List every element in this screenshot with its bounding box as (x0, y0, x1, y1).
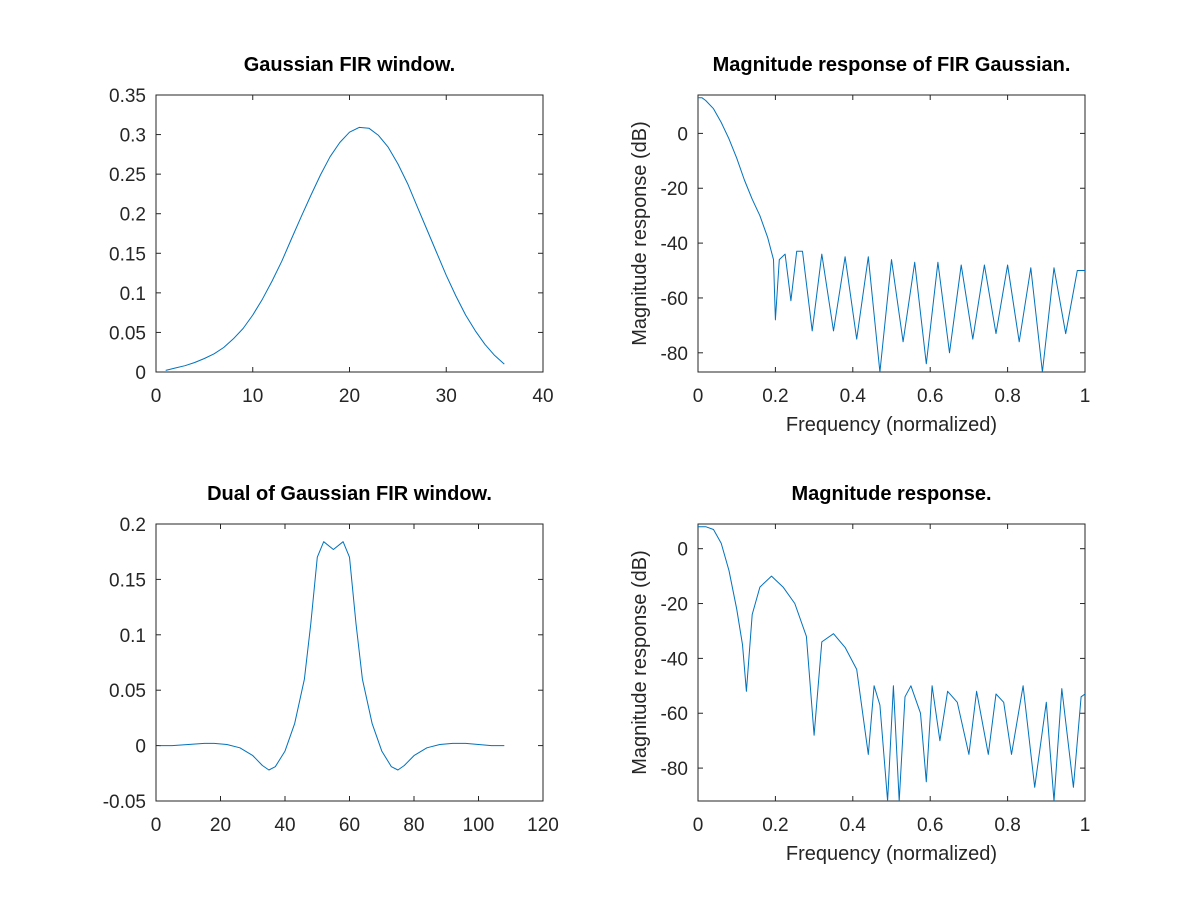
y-tick-label: -60 (661, 289, 688, 310)
y-tick-label: -80 (661, 759, 688, 780)
x-tick-label: 0.4 (840, 815, 867, 836)
axes-box (155, 523, 544, 802)
x-tick-label: 0 (693, 815, 704, 836)
x-tick-label: 0.2 (762, 815, 788, 836)
y-tick-label: 0.25 (109, 165, 146, 186)
x-tick-label: 30 (436, 386, 457, 407)
x-tick-label: 0 (151, 386, 162, 407)
x-tick-label: 0.6 (917, 815, 943, 836)
x-tick-label: 20 (210, 815, 231, 836)
series-line (698, 526, 1085, 801)
x-tick-label: 40 (274, 815, 295, 836)
series-line (698, 97, 1085, 372)
y-tick-label: -80 (661, 344, 688, 365)
y-tick-label: 0.2 (120, 205, 146, 226)
y-tick-label: -40 (661, 234, 688, 255)
subplot-4: 0 0.2 0.4 0.6 0.8 1 0 -20 -40 -60 -80 Magnitude res… (629, 483, 1090, 865)
x-tick-label: 0.6 (917, 386, 943, 407)
y-tick-label: 0.1 (120, 626, 146, 647)
chart-title: Dual of Gaussian FIR window. (207, 483, 492, 505)
y-tick-label: -20 (661, 595, 688, 616)
y-tick-label: 0 (135, 737, 146, 758)
x-tick-label: 80 (403, 815, 424, 836)
y-tick-label: -20 (661, 179, 688, 200)
x-tick-label: 20 (339, 386, 360, 407)
x-tick-label: 0 (693, 386, 704, 407)
y-tick-label: 0.05 (109, 681, 146, 702)
y-tick-label: -40 (661, 649, 688, 670)
y-tick-label: 0.3 (120, 126, 146, 147)
x-axis-label: Frequency (normalized) (786, 843, 997, 865)
y-tick-label: 0 (135, 363, 146, 384)
chart-title: Gaussian FIR window. (244, 54, 456, 76)
y-tick-label: 0 (677, 124, 688, 145)
subplot-1: 0 10 20 30 40 0 0.05 0.1 0.15 0.2 0.25 0.3 0.35 Gauss… (109, 54, 554, 407)
axes-box (697, 523, 1086, 802)
x-tick-label: 0 (151, 815, 162, 836)
x-tick-label: 0.8 (994, 386, 1020, 407)
subplot-3: 0 20 40 60 80 100 120-0.0500.050.10.150.2Dual … (103, 483, 559, 836)
chart-title: Magnitude response. (791, 483, 991, 505)
x-tick-label: 0.4 (840, 386, 867, 407)
axes-box (697, 94, 1086, 373)
x-tick-label: 100 (463, 815, 495, 836)
x-tick-label: 120 (527, 815, 559, 836)
y-tick-label: 0.15 (109, 244, 146, 265)
x-tick-label: 1 (1080, 386, 1091, 407)
y-tick-label: -60 (661, 704, 688, 725)
x-tick-label: 10 (242, 386, 263, 407)
y-tick-label: 0 (677, 540, 688, 561)
x-tick-label: 0.8 (994, 815, 1020, 836)
series-line (165, 126, 505, 371)
y-tick-label: 0.1 (120, 284, 146, 305)
y-tick-label: 0.05 (109, 323, 146, 344)
y-tick-label: 0.35 (109, 86, 146, 107)
x-tick-label: 40 (532, 386, 553, 407)
x-tick-label: 60 (339, 815, 360, 836)
y-tick-label: 0.2 (120, 515, 146, 536)
x-tick-label: 1 (1080, 815, 1091, 836)
subplot-2: 0 0.2 0.4 0.6 0.8 1 0 -20 -40 -60 -80 Magnitude res… (629, 54, 1090, 436)
y-tick-label: -0.05 (103, 792, 146, 813)
x-tick-label: 0.2 (762, 386, 788, 407)
x-axis-label: Frequency (normalized) (786, 414, 997, 436)
y-axis-label: Magnitude response (dB) (629, 550, 651, 775)
y-axis-label: Magnitude response (dB) (629, 121, 651, 346)
axes-box (155, 94, 544, 373)
series-line (159, 541, 505, 771)
y-tick-label: 0.15 (109, 570, 146, 591)
chart-title: Magnitude response of FIR Gaussian. (713, 54, 1071, 76)
